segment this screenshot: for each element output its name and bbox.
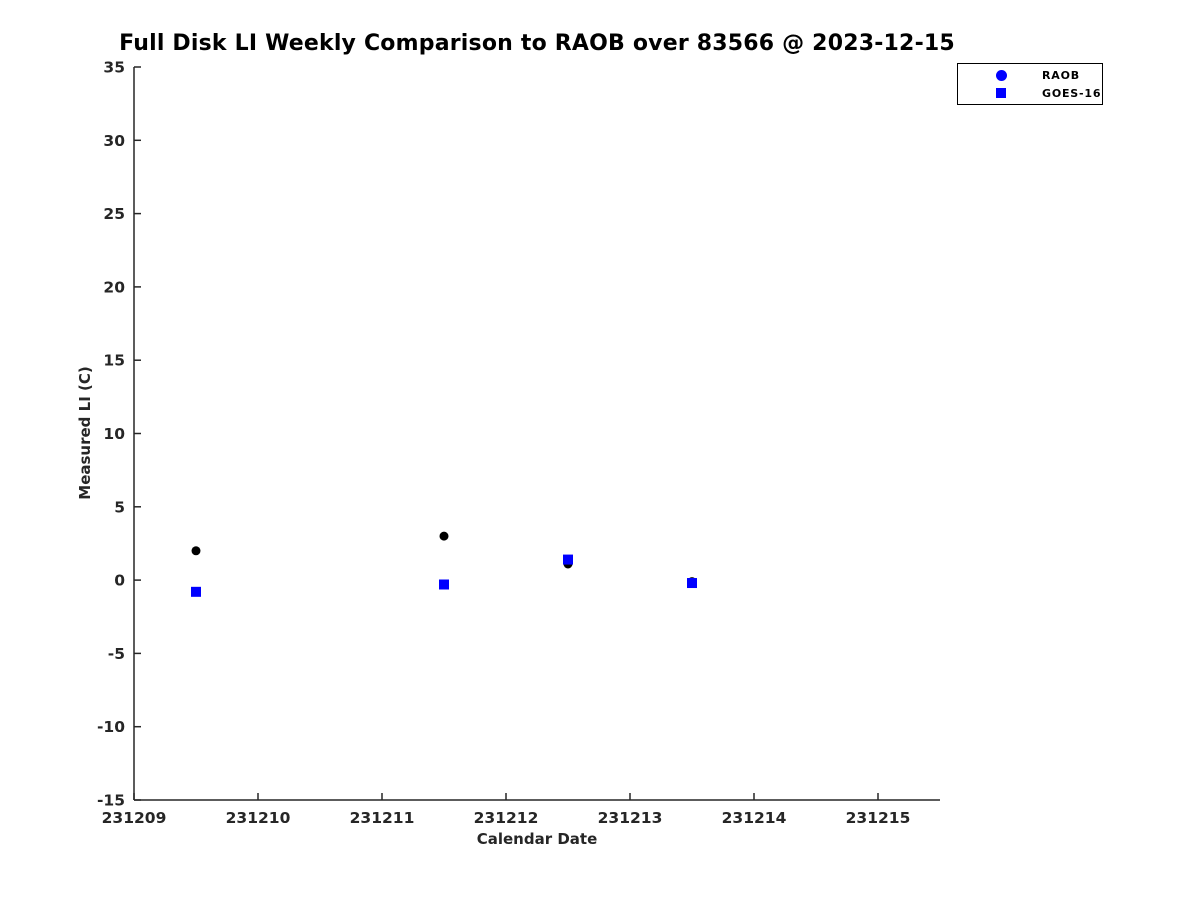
y-axis-title: Measured LI (C): [76, 366, 94, 500]
x-tick-label: 231214: [722, 809, 787, 827]
legend-marker-cell: [958, 69, 1040, 81]
y-tick-label: 30: [103, 132, 125, 150]
y-tick-label: -10: [97, 718, 125, 736]
y-tick-label: 0: [114, 572, 125, 590]
data-point-goes-16: [563, 554, 573, 565]
x-tick-label: 231215: [846, 809, 911, 827]
y-tick-label: 15: [103, 352, 125, 370]
data-point-raob: [191, 546, 201, 556]
legend-label-goes16: GOES-16: [1042, 86, 1102, 100]
x-tick-label: 231213: [598, 809, 663, 827]
legend-item-goes16: GOES-16: [958, 86, 1102, 100]
y-tick-label: -5: [108, 645, 125, 663]
y-tick-label: 20: [103, 278, 125, 296]
raob-circle-icon: [996, 69, 1007, 81]
data-point-raob: [439, 531, 449, 541]
y-tick-label: -15: [97, 792, 125, 810]
legend-item-raob: RAOB: [958, 68, 1102, 82]
x-tick-label: 231209: [102, 809, 167, 827]
legend-label-raob: RAOB: [1042, 68, 1080, 82]
x-tick-label: 231210: [226, 809, 291, 827]
x-axis-title: Calendar Date: [476, 830, 598, 848]
x-tick-label: 231212: [474, 809, 539, 827]
y-tick-label: 35: [103, 59, 125, 77]
legend-marker-cell: [958, 88, 1040, 98]
y-tick-label: 25: [103, 205, 125, 223]
x-tick-label: 231211: [350, 809, 415, 827]
data-point-goes-16: [687, 578, 697, 589]
y-tick-label: 10: [103, 425, 125, 443]
data-point-goes-16: [439, 579, 449, 590]
goes16-square-icon: [996, 88, 1006, 98]
chart-title: Full Disk LI Weekly Comparison to RAOB o…: [119, 31, 955, 56]
data-point-goes-16: [191, 586, 201, 597]
y-tick-label: 5: [114, 498, 125, 516]
legend: RAOB GOES-16: [957, 63, 1103, 105]
